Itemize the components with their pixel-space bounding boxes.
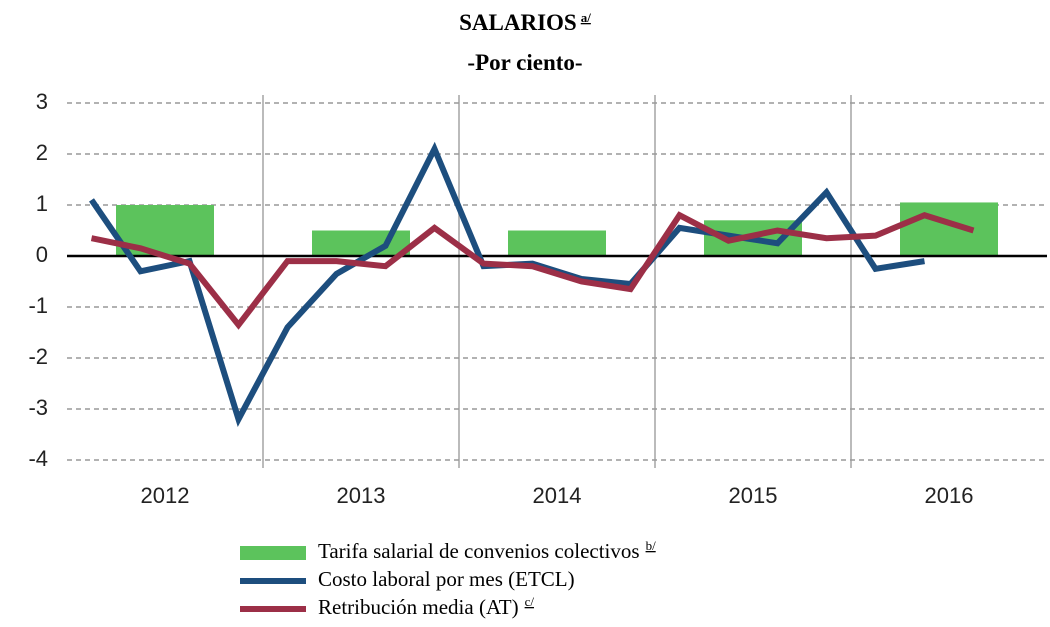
x-tick-label: 2014 [533, 483, 582, 508]
y-tick-label: -2 [28, 344, 48, 369]
y-tick-label: 3 [36, 89, 48, 114]
y-tick-label: 2 [36, 140, 48, 165]
legend-label: Costo laboral por mes (ETCL) [318, 567, 575, 591]
legend-swatch [240, 546, 306, 560]
legend-label: Retribución media (AT) [318, 595, 519, 619]
x-tick-label: 2013 [337, 483, 386, 508]
x-tick-label: 2012 [141, 483, 190, 508]
y-tick-label: -1 [28, 293, 48, 318]
chart-subtitle: -Por ciento- [467, 50, 582, 75]
y-tick-label: 0 [36, 242, 48, 267]
bar [900, 202, 998, 256]
legend-note: b/ [646, 538, 657, 553]
chart-title: SALARIOS [459, 10, 577, 35]
title-note: a/ [581, 10, 592, 25]
title-group: SALARIOS a/ [459, 10, 591, 35]
legend-entry: Costo laboral por mes (ETCL) [318, 567, 575, 591]
bar [508, 230, 606, 256]
y-tick-label: -4 [28, 446, 48, 471]
legend-entry: Retribución media (AT) c/ [318, 594, 534, 619]
line-series [89, 141, 925, 427]
y-tick-label: -3 [28, 395, 48, 420]
x-tick-label: 2015 [729, 483, 778, 508]
legend-note: c/ [525, 594, 535, 609]
line-series [90, 211, 975, 330]
legend-entry: Tarifa salarial de convenios colectivos b… [318, 538, 656, 563]
legend-label: Tarifa salarial de convenios colectivos [318, 539, 640, 563]
bar [312, 230, 410, 256]
x-tick-label: 2016 [925, 483, 974, 508]
y-tick-label: 1 [36, 191, 48, 216]
